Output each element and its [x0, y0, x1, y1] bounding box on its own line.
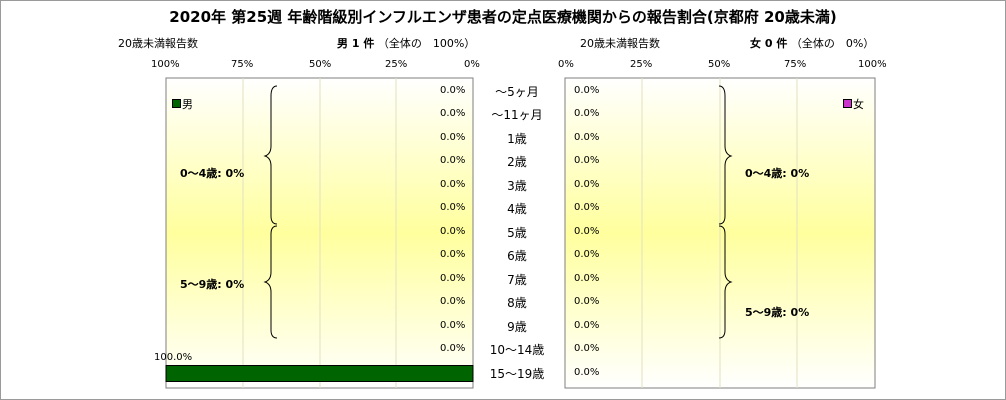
female-group-0-4: 0～4歳: 0% — [745, 167, 810, 180]
male-tick-0: 0% — [464, 59, 480, 70]
female-value-label: 0.0% — [574, 225, 600, 237]
male-legend-swatch — [172, 99, 181, 108]
age-label: ～11ヶ月 — [491, 108, 543, 122]
age-label: 3歳 — [507, 178, 527, 193]
male-legend: 男 — [172, 96, 193, 112]
female-value-label: 0.0% — [574, 272, 600, 284]
male-header: 男 1 件 （全体の 100%） — [337, 35, 475, 51]
male-header-note: （全体の 100%） — [377, 37, 476, 50]
age-label: 1歳 — [507, 131, 527, 146]
male-bars — [165, 365, 474, 382]
male-plot-area — [165, 77, 474, 389]
male-value-label: 0.0% — [440, 202, 466, 213]
female-tick-25: 25% — [630, 59, 653, 70]
female-header: 女 0 件 （全体の 0%） — [750, 35, 874, 51]
age-label: 5歳 — [507, 225, 527, 240]
female-group-brackets — [718, 85, 733, 339]
female-value-label: 0.0% — [574, 366, 600, 378]
age-label: 6歳 — [507, 249, 527, 263]
male-value-label: 0.0% — [440, 249, 466, 260]
female-value-label: 0.0% — [574, 202, 600, 213]
male-bar — [165, 365, 474, 382]
male-value-label: 0.0% — [440, 178, 466, 190]
male-count-label: 20歳未満報告数 — [118, 37, 198, 50]
male-group-0-4: 0～4歳: 0% — [180, 167, 245, 180]
age-label: 4歳 — [507, 202, 527, 216]
female-value-label: 0.0% — [574, 155, 600, 166]
age-label: 15～19歳 — [489, 366, 545, 381]
male-value-label: 0.0% — [440, 84, 466, 96]
chart-title: 2020年 第25週 年齢階級別インフルエンザ患者の定点医療機関からの報告割合(… — [169, 8, 837, 26]
female-legend-swatch — [843, 99, 852, 108]
male-value-label: 0.0% — [440, 108, 466, 119]
male-value-label: 0.0% — [440, 319, 466, 331]
female-tick-0: 0% — [558, 59, 574, 70]
female-tick-100: 100% — [858, 59, 887, 70]
male-value-label: 0.0% — [440, 225, 466, 237]
female-count-label: 20歳未満報告数 — [580, 37, 660, 50]
male-tick-25: 25% — [385, 59, 408, 70]
male-value-label: 0.0% — [440, 131, 466, 143]
female-value-label: 0.0% — [574, 84, 600, 96]
male-tick-100: 100% — [151, 59, 180, 70]
male-group-brackets — [263, 85, 278, 339]
female-value-label: 0.0% — [574, 296, 600, 307]
female-legend: 女 — [843, 96, 864, 112]
age-label: 9歳 — [507, 319, 527, 334]
male-tick-50: 50% — [309, 59, 332, 70]
age-label: 2歳 — [507, 155, 527, 169]
age-label: ～5ヶ月 — [495, 84, 539, 99]
female-legend-label: 女 — [853, 98, 864, 111]
female-tick-75: 75% — [784, 59, 807, 70]
age-label: 10～14歳 — [489, 343, 545, 357]
female-value-label: 0.0% — [574, 131, 600, 143]
age-label: 8歳 — [507, 296, 527, 310]
male-value-label: 0.0% — [440, 272, 466, 284]
male-tick-75: 75% — [231, 59, 254, 70]
female-value-label: 0.0% — [574, 249, 600, 260]
male-value-label: 0.0% — [440, 296, 466, 307]
female-header-note: （全体の 0%） — [790, 37, 875, 50]
female-plot-area — [564, 77, 876, 389]
male-value-label: 100.0% — [154, 351, 193, 363]
female-tick-50: 50% — [708, 59, 731, 70]
male-header-count: 男 1 件 — [337, 37, 375, 50]
female-value-label: 0.0% — [574, 343, 600, 354]
female-value-label: 0.0% — [574, 108, 600, 119]
female-value-label: 0.0% — [574, 319, 600, 331]
male-group-5-9: 5～9歳: 0% — [180, 278, 245, 291]
female-header-count: 女 0 件 — [750, 37, 788, 50]
male-legend-label: 男 — [182, 98, 193, 111]
age-label: 7歳 — [507, 272, 527, 287]
female-value-label: 0.0% — [574, 178, 600, 190]
female-group-5-9: 5～9歳: 0% — [745, 306, 810, 319]
male-value-label: 0.0% — [440, 343, 466, 354]
male-value-label: 0.0% — [440, 155, 466, 166]
